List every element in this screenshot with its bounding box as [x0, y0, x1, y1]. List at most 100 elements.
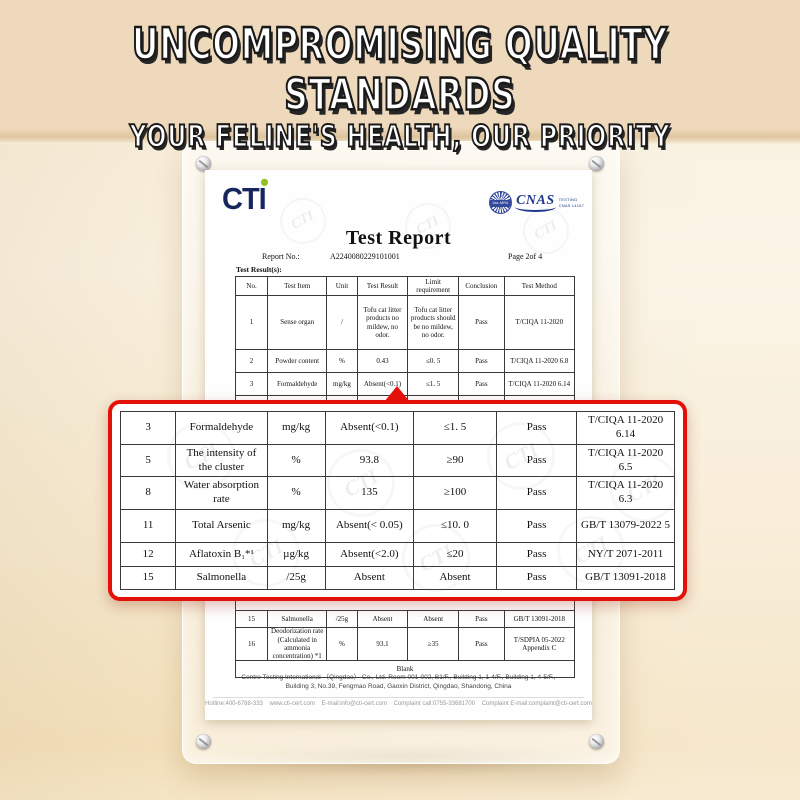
- table-cell: 15: [236, 611, 269, 627]
- table-cell: %: [268, 444, 326, 477]
- screw-top-right: [589, 156, 604, 171]
- table-cell: /: [327, 296, 358, 349]
- table-cell: %: [327, 350, 358, 372]
- callout-pointer-icon: [384, 386, 410, 402]
- table-row: 3 Formaldehyde mg/kg Absent(<0.1) ≤1. 5 …: [121, 412, 674, 445]
- screw-top-left: [196, 156, 211, 171]
- table-cell: NY/T 2071-2011: [587, 547, 664, 560]
- table-row: 2 Powder content % 0.43 ≤0. 5 Pass T/CIQ…: [236, 350, 574, 373]
- table-cell: Pass: [497, 542, 578, 567]
- table-cell: 15: [121, 567, 177, 589]
- table-cell: 8: [121, 477, 177, 510]
- accreditation-logos: ilac-MRA CNAS TESTING CNAS L4157: [489, 191, 584, 214]
- lab-address-line1: Centre Testing International （Qingdao） C…: [241, 674, 556, 681]
- cnas-notes: TESTING CNAS L4157: [559, 197, 584, 208]
- table-row: 15 Salmonella /25g Absent Absent Pass GB…: [236, 611, 574, 628]
- table-blank-row: Blank: [396, 665, 414, 673]
- table-cell: 12: [121, 542, 177, 567]
- table-cell: %: [327, 628, 358, 660]
- table-row: 1 Sense organ / Tofu cat litter products…: [236, 296, 574, 350]
- table-cell: GB/T 13091-2018: [513, 614, 565, 623]
- table-cell: Pass: [459, 296, 505, 349]
- table-cell: Pass: [497, 444, 578, 477]
- table-header-cell: Test Item: [268, 277, 328, 295]
- table-cell: Absent(<0.1): [326, 412, 415, 444]
- table-row: 8 Water absorption rate % 135 ≥100 Pass …: [121, 477, 674, 511]
- table-cell: Deodorization rate (Calculated in ammoni…: [268, 628, 328, 660]
- table-cell: 93.8: [326, 444, 415, 477]
- ilac-mra-logo-icon: ilac-MRA: [489, 191, 513, 214]
- table-header-row: No. Test Item Unit Test Result Limit req…: [236, 277, 574, 296]
- table-cell: Aflatoxin B₁*¹: [176, 542, 268, 567]
- cnas-note-testing: TESTING: [558, 197, 578, 203]
- table-cell: 5: [121, 444, 177, 477]
- table-cell: T/CIQA 11-2020 6.5: [588, 446, 664, 473]
- table-cell: %: [268, 477, 326, 510]
- lab-contacts: Hotline:400-6788-333 www.cti-cert.com E-…: [205, 701, 592, 707]
- table-header-cell: Unit: [327, 277, 358, 295]
- table-cell: ≥35: [408, 628, 460, 660]
- table-row: 12 Aflatoxin B₁*¹ µg/kg Absent(<2.0) ≤20…: [121, 542, 674, 568]
- magnified-callout: CTI CTI CTI CTI CTI CTI CTI 3 Formaldehy…: [108, 386, 690, 604]
- report-title: Test Report: [345, 227, 452, 249]
- table-cell: ≤0. 5: [408, 350, 460, 372]
- magnified-table: 3 Formaldehyde mg/kg Absent(<0.1) ≤1. 5 …: [120, 411, 675, 590]
- table-header-cell: Conclusion: [459, 277, 505, 295]
- table-cell: mg/kg: [268, 412, 326, 444]
- table-cell: 3: [236, 373, 269, 395]
- table-cell: µg/kg: [268, 542, 326, 567]
- table-cell: T/SDPIA 05-2022 Appendix C: [513, 635, 565, 652]
- table-cell: 0.43: [358, 350, 409, 372]
- screw-bottom-left: [196, 734, 211, 749]
- table-cell: Absent(<2.0): [326, 542, 415, 567]
- table-cell: 2: [236, 350, 269, 372]
- report-no-value: A2240080229101001: [330, 252, 400, 261]
- screw-bottom-right: [589, 734, 604, 749]
- table-cell: Water absorption rate: [176, 477, 268, 510]
- table-cell: T/CIQA 11-2020 6.8: [510, 356, 569, 365]
- table-header-cell: Test Method: [521, 281, 557, 290]
- table-row: 15 Salmonella /25g Absent Absent Pass GB…: [121, 567, 674, 589]
- table-cell: Formaldehyde: [268, 373, 328, 395]
- table-cell: ≤20: [414, 542, 497, 567]
- table-cell: /25g: [268, 567, 326, 589]
- table-cell: Salmonella: [268, 611, 328, 627]
- table-cell: Absent(< 0.05): [326, 510, 415, 542]
- table-cell: Absent: [326, 567, 415, 589]
- table-cell: ≥100: [414, 477, 497, 510]
- table-hidden-rows-region: [236, 419, 574, 611]
- table-cell: 1: [236, 296, 269, 349]
- table-cell: 16: [236, 628, 269, 660]
- table-cell: Absent: [414, 567, 497, 589]
- table-header-cell: No.: [236, 277, 269, 295]
- footer-divider: [213, 697, 584, 698]
- table-row: 11 Total Arsenic mg/kg Absent(< 0.05) ≤1…: [121, 510, 674, 543]
- table-cell: GB/T 13091-2018: [585, 571, 666, 584]
- lab-address-line2: Building 3, No.39, Fengmao Road, Gaoxin …: [285, 683, 512, 691]
- table-cell: /25g: [327, 611, 358, 627]
- table-cell: 11: [121, 510, 177, 542]
- headline: UNCOMPROMISING QUALITY STANDARDS YOUR FE…: [0, 18, 800, 155]
- report-no-label: Report No.:: [262, 252, 300, 261]
- table-cell: The intensity of the cluster: [176, 444, 268, 477]
- table-row: 5 The intensity of the cluster % 93.8 ≥9…: [121, 444, 674, 478]
- table-cell: T/CIQA 11-2020 6.14: [508, 379, 571, 388]
- table-cell: Pass: [497, 477, 578, 510]
- table-cell: Total Arsenic: [176, 510, 268, 542]
- table-cell: Pass: [497, 567, 578, 589]
- table-cell: Pass: [459, 373, 505, 395]
- table-cell: Absent(<0.1): [358, 373, 409, 395]
- cnas-logo: CNAS: [515, 193, 556, 212]
- table-cell: Pass: [459, 628, 505, 660]
- test-results-label: Test Result(s):: [236, 265, 282, 274]
- page-indicator: Page 2of 4: [508, 252, 543, 261]
- table-cell: T/CIQA 11-2020 6.3: [588, 479, 664, 506]
- table-cell: ≤1. 5: [414, 412, 497, 444]
- table-header-cell: Test Result: [358, 277, 409, 295]
- cti-logo-green-dot: [260, 178, 268, 187]
- table-cell: Pass: [459, 611, 505, 627]
- table-cell: T/CIQA 11-2020 6.14: [588, 414, 664, 440]
- table-cell: 3: [121, 412, 177, 444]
- lab-address: Centre Testing International （Qingdao） C…: [211, 673, 586, 691]
